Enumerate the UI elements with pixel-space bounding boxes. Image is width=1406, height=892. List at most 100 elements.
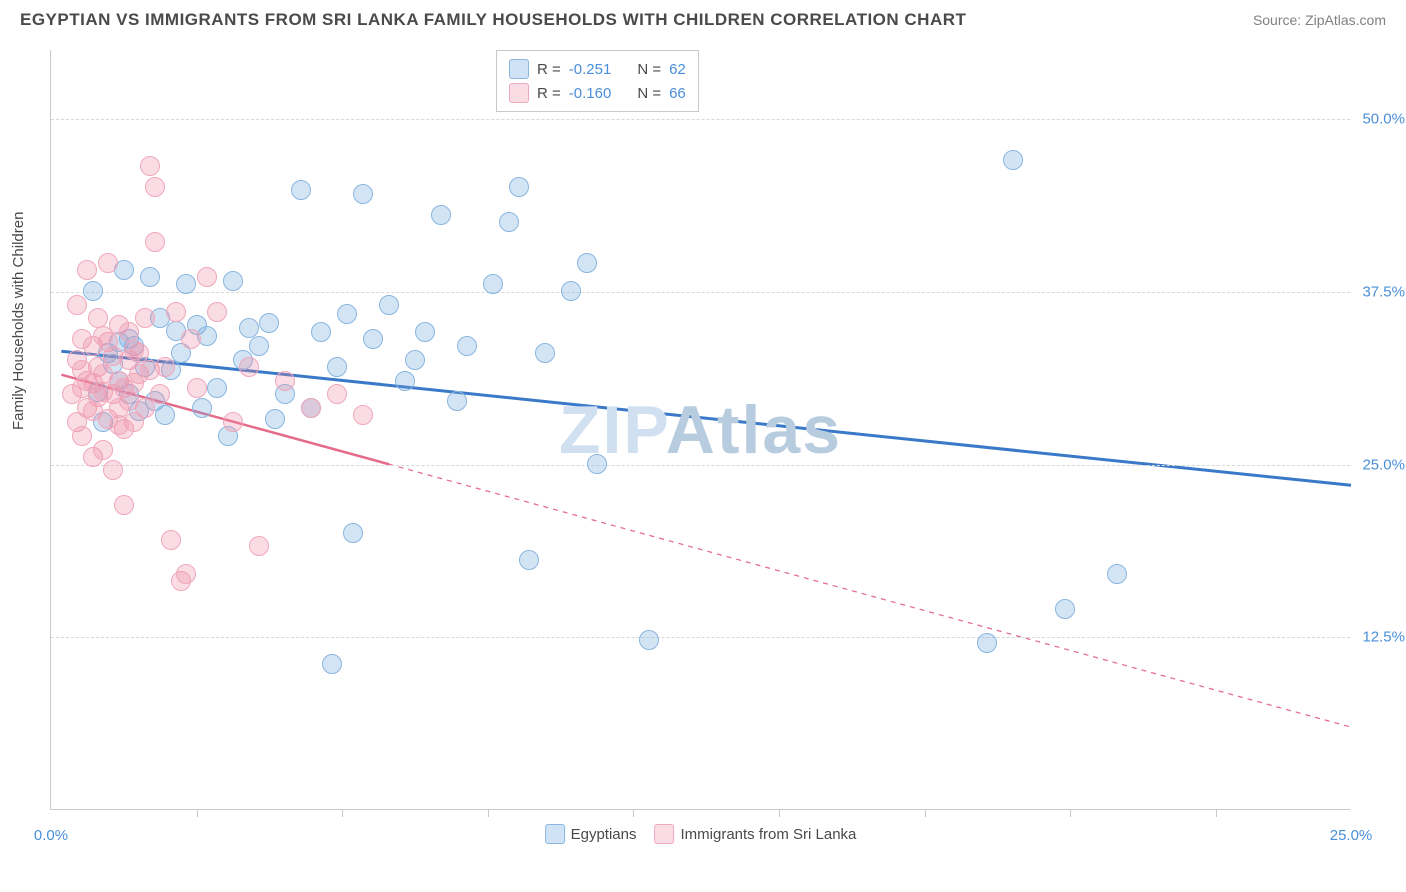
stat-r-label: R =	[537, 61, 561, 78]
scatter-point	[155, 357, 175, 377]
scatter-point	[135, 398, 155, 418]
scatter-point	[145, 232, 165, 252]
scatter-point	[192, 398, 212, 418]
scatter-point	[119, 322, 139, 342]
scatter-point	[98, 253, 118, 273]
watermark-dark: Atlas	[666, 392, 842, 468]
stats-row: R = -0.251 N = 62	[509, 57, 686, 81]
scatter-point	[223, 271, 243, 291]
scatter-point	[639, 630, 659, 650]
gridline	[51, 637, 1350, 638]
scatter-point	[150, 384, 170, 404]
scatter-chart: ZIPAtlas R =-0.251N =62R =-0.160N =66 Eg…	[50, 50, 1350, 810]
x-tick	[1216, 809, 1217, 817]
gridline	[51, 465, 1350, 466]
legend-swatch	[509, 59, 529, 79]
scatter-point	[166, 302, 186, 322]
scatter-point	[1003, 150, 1023, 170]
stat-r-value: -0.251	[569, 61, 612, 78]
scatter-point	[301, 398, 321, 418]
scatter-point	[363, 329, 383, 349]
y-tick-label: 25.0%	[1362, 456, 1405, 473]
scatter-point	[405, 350, 425, 370]
scatter-point	[77, 260, 97, 280]
scatter-point	[207, 378, 227, 398]
y-tick-label: 12.5%	[1362, 629, 1405, 646]
scatter-point	[457, 336, 477, 356]
scatter-point	[249, 336, 269, 356]
watermark-light: ZIP	[559, 392, 666, 468]
scatter-point	[327, 384, 347, 404]
scatter-point	[379, 295, 399, 315]
scatter-point	[322, 654, 342, 674]
scatter-point	[187, 378, 207, 398]
scatter-point	[327, 357, 347, 377]
scatter-point	[161, 530, 181, 550]
scatter-point	[155, 405, 175, 425]
scatter-point	[207, 302, 227, 322]
scatter-point	[72, 426, 92, 446]
legend-swatch	[509, 83, 529, 103]
scatter-point	[265, 409, 285, 429]
x-tick	[633, 809, 634, 817]
scatter-point	[519, 550, 539, 570]
scatter-point	[140, 156, 160, 176]
scatter-point	[239, 357, 259, 377]
scatter-point	[93, 326, 113, 346]
scatter-point	[83, 401, 103, 421]
scatter-point	[415, 322, 435, 342]
scatter-point	[499, 212, 519, 232]
scatter-point	[145, 177, 165, 197]
stat-n-value: 62	[669, 61, 686, 78]
stat-n-value: 66	[669, 85, 686, 102]
stat-r-value: -0.160	[569, 85, 612, 102]
stat-n-label: N =	[637, 61, 661, 78]
x-tick	[488, 809, 489, 817]
scatter-point	[135, 308, 155, 328]
y-axis-label: Family Households with Children	[10, 212, 27, 430]
scatter-point	[577, 253, 597, 273]
scatter-point	[239, 318, 259, 338]
x-tick	[342, 809, 343, 817]
gridline	[51, 292, 1350, 293]
x-tick-label: 25.0%	[1330, 827, 1373, 844]
scatter-point	[587, 454, 607, 474]
scatter-point	[103, 460, 123, 480]
scatter-point	[343, 523, 363, 543]
scatter-point	[1107, 564, 1127, 584]
scatter-point	[1055, 599, 1075, 619]
chart-title: EGYPTIAN VS IMMIGRANTS FROM SRI LANKA FA…	[20, 10, 966, 30]
scatter-point	[483, 274, 503, 294]
stats-row: R = -0.160 N = 66	[509, 81, 686, 105]
trend-lines-layer	[51, 50, 1350, 809]
scatter-point	[977, 633, 997, 653]
legend-item: Egyptians	[545, 824, 637, 844]
scatter-point	[353, 405, 373, 425]
scatter-point	[311, 322, 331, 342]
scatter-point	[223, 412, 243, 432]
scatter-point	[561, 281, 581, 301]
scatter-point	[181, 329, 201, 349]
scatter-point	[140, 267, 160, 287]
y-tick-label: 50.0%	[1362, 111, 1405, 128]
scatter-point	[353, 184, 373, 204]
scatter-point	[447, 391, 467, 411]
scatter-point	[275, 371, 295, 391]
scatter-point	[109, 415, 129, 435]
scatter-point	[88, 308, 108, 328]
scatter-point	[72, 360, 92, 380]
gridline	[51, 119, 1350, 120]
legend-label: Egyptians	[571, 826, 637, 843]
scatter-point	[83, 281, 103, 301]
legend-label: Immigrants from Sri Lanka	[680, 826, 856, 843]
stat-r-label: R =	[537, 85, 561, 102]
scatter-point	[124, 340, 144, 360]
scatter-point	[114, 495, 134, 515]
x-tick	[925, 809, 926, 817]
x-tick-label: 0.0%	[34, 827, 68, 844]
source-label: Source: ZipAtlas.com	[1253, 12, 1386, 28]
scatter-point	[395, 371, 415, 391]
bottom-legend: Egyptians Immigrants from Sri Lanka	[545, 824, 857, 844]
stat-n-label: N =	[637, 85, 661, 102]
legend-item: Immigrants from Sri Lanka	[654, 824, 856, 844]
